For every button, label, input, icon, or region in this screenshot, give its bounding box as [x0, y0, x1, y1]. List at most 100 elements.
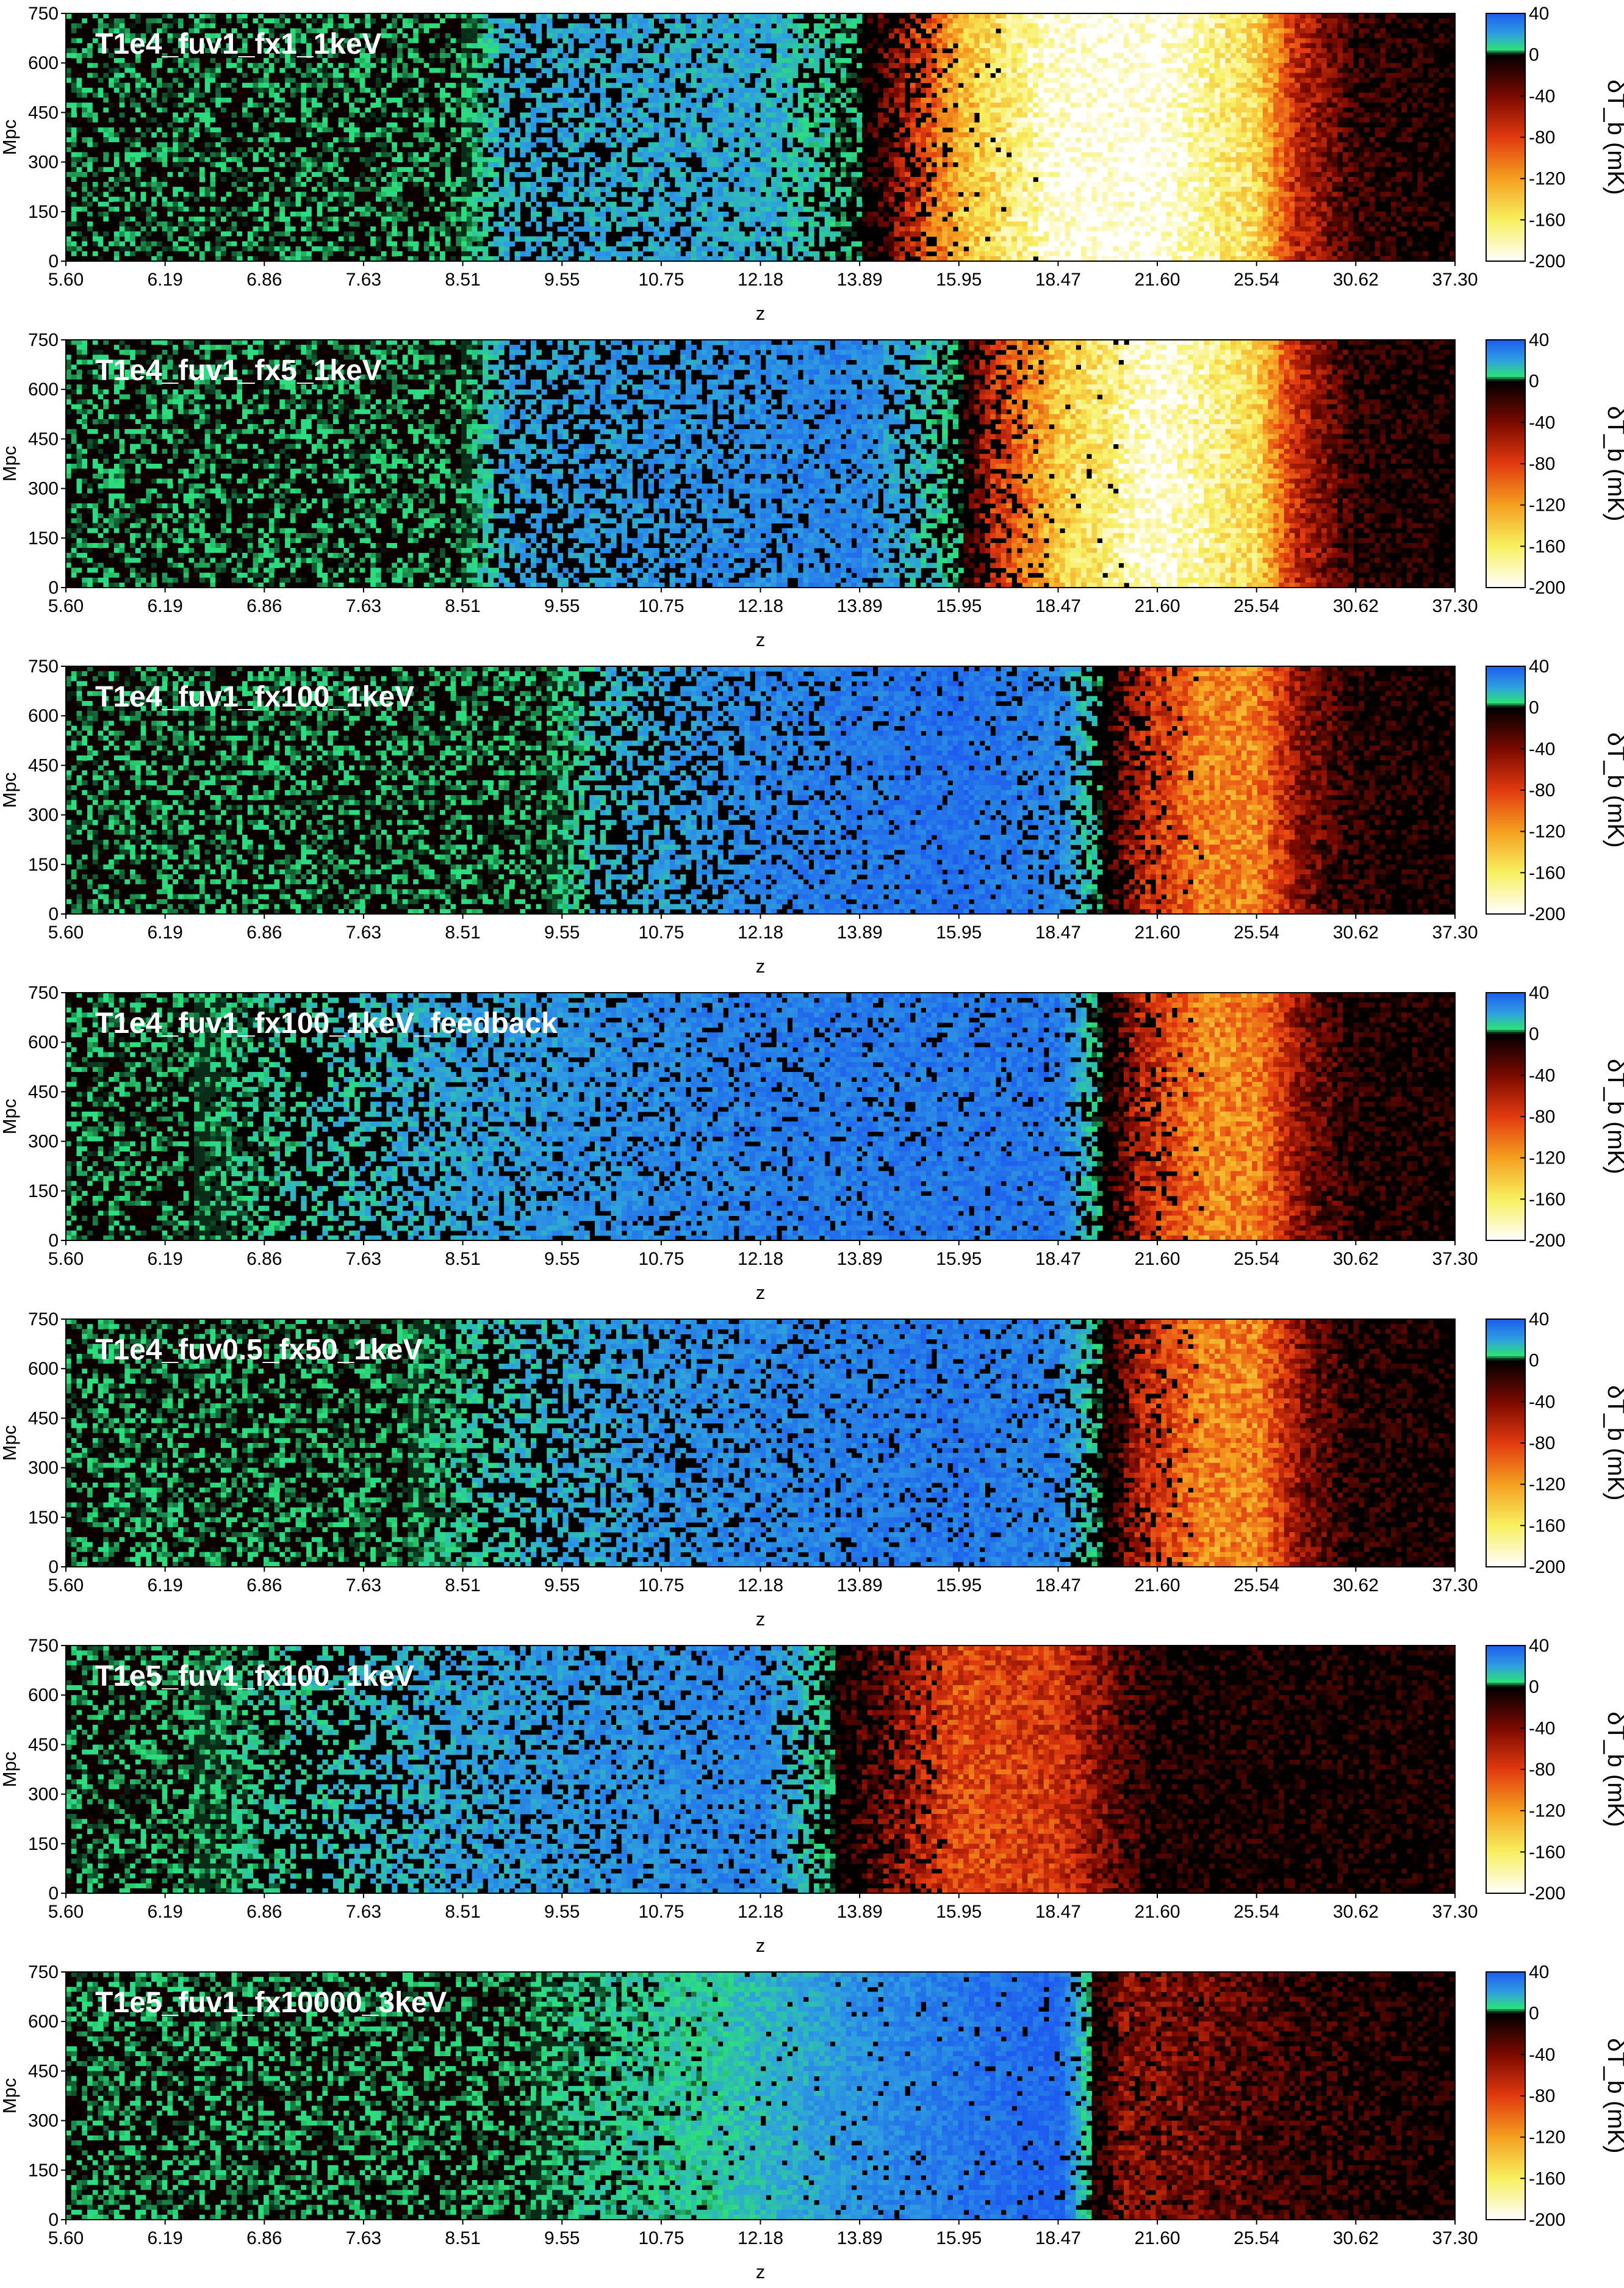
x-tick-label: 5.60 — [48, 270, 84, 290]
x-tick-label: 7.63 — [346, 596, 381, 616]
y-tick-label: 450 — [28, 1408, 59, 1428]
y-tick-label: 600 — [28, 380, 59, 400]
colorbar-tick-label: -80 — [1529, 1433, 1555, 1453]
colorbar-label: δT_b (mK) — [1603, 1712, 1624, 1827]
x-axis-label: z — [756, 629, 766, 650]
x-tick-label: 13.89 — [837, 1575, 883, 1595]
colorbar-tick-label: 40 — [1529, 1962, 1549, 1982]
x-tick-label: 18.47 — [1035, 2228, 1081, 2248]
x-axis-label: z — [756, 1608, 766, 1630]
x-tick-label: 25.54 — [1234, 1249, 1279, 1269]
x-tick-label: 15.95 — [936, 2228, 982, 2248]
x-tick-label: 8.51 — [445, 1249, 480, 1269]
x-tick-label: 12.18 — [738, 596, 783, 616]
x-axis-label: z — [756, 303, 766, 324]
panel-7: T1e5_fuv1_fx10000_3keV01503004506007505.… — [0, 1962, 1624, 2283]
x-tick-label: 13.89 — [837, 596, 883, 616]
x-tick-label: 37.30 — [1432, 1249, 1478, 1269]
panel-6: T1e5_fuv1_fx100_1keV01503004506007505.60… — [0, 1636, 1624, 1956]
x-axis-label: z — [756, 1282, 766, 1303]
colorbar-tick-label: 0 — [1529, 45, 1539, 65]
x-tick-label: 10.75 — [638, 1902, 684, 1922]
x-tick-label: 10.75 — [638, 1249, 684, 1269]
y-tick-label: 0 — [48, 904, 59, 924]
x-tick-label: 9.55 — [544, 596, 580, 616]
colorbar-tick-label: -40 — [1529, 412, 1555, 433]
y-tick-label: 600 — [28, 2012, 59, 2032]
colorbar-tick-label: -120 — [1529, 822, 1565, 842]
colorbar-tick-label: -160 — [1529, 863, 1565, 883]
x-axis-label: z — [756, 1935, 766, 1956]
x-tick-label: 10.75 — [638, 923, 684, 943]
colorbar-tick-label: -160 — [1529, 210, 1565, 230]
x-tick-label: 8.51 — [445, 596, 480, 616]
x-tick-label: 7.63 — [346, 1249, 381, 1269]
x-tick-label: 9.55 — [544, 1249, 580, 1269]
panel-title: T1e4_fuv0.5_fx50_1keV — [95, 1334, 422, 1366]
y-axis-label: Mpc — [0, 120, 20, 156]
x-tick-label: 7.63 — [346, 1575, 381, 1595]
y-tick-label: 300 — [28, 479, 59, 499]
x-tick-label: 8.51 — [445, 1575, 480, 1595]
y-tick-label: 0 — [48, 1557, 59, 1577]
colorbar-tick-label: -80 — [1529, 1760, 1555, 1780]
x-tick-label: 8.51 — [445, 270, 480, 290]
x-tick-label: 18.47 — [1035, 1575, 1081, 1595]
y-tick-label: 450 — [28, 2061, 59, 2081]
x-tick-label: 21.60 — [1135, 2228, 1180, 2248]
x-tick-label: 12.18 — [738, 1249, 783, 1269]
x-axis-label: z — [756, 2261, 766, 2283]
colorbar-tick-label: 40 — [1529, 1636, 1549, 1656]
x-tick-label: 6.86 — [246, 270, 282, 290]
x-tick-label: 12.18 — [738, 1575, 783, 1595]
x-tick-label: 18.47 — [1035, 1249, 1081, 1269]
y-tick-label: 300 — [28, 1785, 59, 1805]
colorbar-tick-label: -40 — [1529, 1392, 1555, 1412]
x-tick-label: 15.95 — [936, 923, 982, 943]
x-tick-label: 30.62 — [1333, 1249, 1379, 1269]
x-tick-label: 12.18 — [738, 1902, 783, 1922]
x-tick-label: 7.63 — [346, 2228, 381, 2248]
colorbar-tick-label: -200 — [1529, 1557, 1565, 1577]
x-tick-label: 6.19 — [147, 1249, 182, 1269]
x-tick-label: 30.62 — [1333, 2228, 1379, 2248]
colorbar-tick-label: -160 — [1529, 1189, 1565, 1209]
x-tick-label: 30.62 — [1333, 596, 1379, 616]
y-axis-label: Mpc — [0, 1099, 20, 1135]
x-tick-label: 13.89 — [837, 1902, 883, 1922]
y-tick-label: 750 — [28, 657, 59, 677]
colorbar-tick-label: -200 — [1529, 578, 1565, 598]
x-tick-label: 37.30 — [1432, 1575, 1478, 1595]
x-tick-label: 37.30 — [1432, 596, 1478, 616]
colorbar-tick-label: -160 — [1529, 2168, 1565, 2189]
y-tick-label: 0 — [48, 251, 59, 272]
colorbar-tick-label: -120 — [1529, 2128, 1565, 2148]
x-tick-label: 5.60 — [48, 1249, 84, 1269]
y-tick-label: 0 — [48, 1231, 59, 1251]
y-tick-label: 150 — [28, 1834, 59, 1854]
y-tick-label: 300 — [28, 805, 59, 826]
colorbar-tick-label: 40 — [1529, 657, 1549, 677]
x-tick-label: 13.89 — [837, 270, 883, 290]
x-tick-label: 30.62 — [1333, 923, 1379, 943]
colorbar-label: δT_b (mK) — [1603, 1386, 1624, 1501]
colorbar-tick-label: -200 — [1529, 1231, 1565, 1251]
y-tick-label: 150 — [28, 2160, 59, 2181]
x-tick-label: 37.30 — [1432, 923, 1478, 943]
panel-title: T1e5_fuv1_fx100_1keV — [95, 1660, 414, 1693]
x-tick-label: 37.30 — [1432, 2228, 1478, 2248]
x-tick-label: 25.54 — [1234, 923, 1279, 943]
x-tick-label: 37.30 — [1432, 270, 1478, 290]
x-tick-label: 9.55 — [544, 1575, 580, 1595]
x-tick-label: 25.54 — [1234, 270, 1279, 290]
x-tick-label: 18.47 — [1035, 1902, 1081, 1922]
y-tick-label: 450 — [28, 1082, 59, 1102]
x-tick-label: 25.54 — [1234, 596, 1279, 616]
y-tick-label: 150 — [28, 1508, 59, 1528]
y-tick-label: 450 — [28, 103, 59, 123]
y-axis-label: Mpc — [0, 772, 20, 808]
colorbar-tick-label: -80 — [1529, 1107, 1555, 1127]
